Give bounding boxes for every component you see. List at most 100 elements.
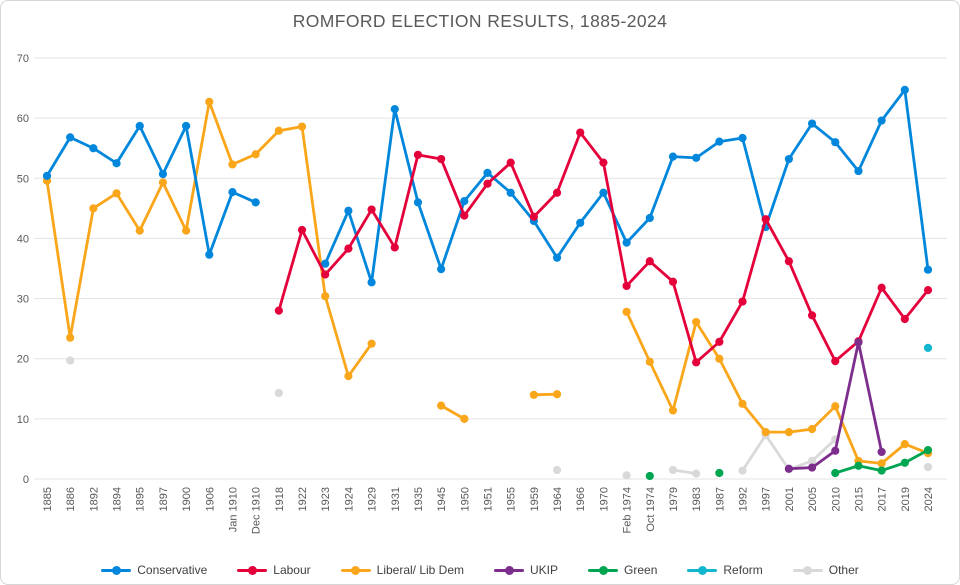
data-point-labour-2005 [807, 311, 817, 320]
data-point-conservative-1945 [437, 265, 446, 274]
x-tick-label-2010: 2010 [830, 487, 842, 511]
data-point-conservative-1955 [506, 188, 515, 197]
x-tick-label-1895: 1895 [135, 487, 147, 511]
series-ukip [784, 338, 886, 473]
y-tick-label-20: 20 [17, 354, 29, 366]
data-point-labour-2017 [877, 283, 886, 292]
data-point-liberal-lib-dem-2001 [784, 427, 793, 437]
x-tick-label-1997: 1997 [761, 487, 773, 511]
x-tick-label-1945: 1945 [436, 487, 448, 511]
legend-label-ukip: UKIP [530, 563, 559, 577]
series-line-liberal-lib-dem [45, 100, 373, 378]
x-tick-label-1922: 1922 [297, 487, 309, 511]
x-tick-label-1970: 1970 [598, 487, 610, 511]
data-point-labour-2001 [784, 257, 793, 266]
x-tick-label-1983: 1983 [691, 487, 703, 511]
legend-marker-conservative-icon [101, 565, 132, 575]
legend-marker-labour-icon [237, 565, 268, 575]
data-point-conservative-1951 [483, 168, 492, 177]
legend-label-other: Other [828, 563, 859, 577]
data-point-conservative-2017 [877, 116, 886, 125]
data-point-labour-1970 [599, 158, 608, 167]
data-point-ukip-2001 [784, 464, 793, 473]
legend-marker-green-icon [588, 565, 619, 575]
y-tick-label-0: 0 [23, 474, 29, 486]
data-point-conservative-1979 [668, 152, 678, 161]
legend-label-labour: Labour [273, 563, 311, 577]
series-line-liberal-lib-dem [625, 310, 930, 465]
data-point-conservative-2024 [923, 265, 933, 274]
data-point-labour-2024 [923, 286, 933, 295]
data-point-conservative-feb-1974 [622, 238, 631, 247]
y-tick-label-50: 50 [17, 173, 29, 185]
y-axis-tick-labels: 0 10 20 30 40 50 60 70 [17, 53, 29, 486]
data-point-other-1979 [668, 465, 678, 475]
legend-label-green: Green [624, 563, 658, 577]
x-tick-label-dec-1910: Dec 1910 [251, 487, 263, 534]
x-tick-label-2017: 2017 [877, 487, 889, 511]
chart-title: ROMFORD ELECTION RESULTS, 1885-2024 [292, 11, 668, 31]
data-point-liberal-lib-dem-1894 [112, 189, 121, 198]
x-tick-label-2001: 2001 [784, 487, 796, 511]
x-tick-label-1906: 1906 [204, 487, 216, 511]
data-point-labour-oct-1974 [645, 257, 654, 266]
y-tick-label-10: 10 [17, 414, 29, 426]
data-point-liberal-lib-dem-jan-1910 [228, 160, 237, 169]
x-tick-label-1886: 1886 [65, 487, 77, 511]
data-point-labour-1955 [506, 158, 515, 167]
x-tick-label-1959: 1959 [529, 487, 541, 511]
legend-label-conservative: Conservative [137, 563, 208, 577]
data-point-liberal-lib-dem-1992 [738, 399, 747, 408]
data-point-labour-2019 [900, 314, 909, 324]
data-point-other-1983 [692, 469, 701, 478]
data-point-conservative-1885 [42, 171, 52, 180]
data-point-conservative-1931 [390, 105, 399, 114]
legend-marker-liberal-lib-dem-icon [340, 565, 371, 575]
data-point-conservative-jan-1910 [228, 188, 237, 197]
data-point-conservative-1929 [367, 278, 376, 287]
series-line-liberal-lib-dem [439, 404, 466, 421]
x-tick-label-1923: 1923 [320, 487, 332, 511]
data-point-green-2017 [877, 466, 886, 475]
data-point-labour-1959 [529, 212, 538, 221]
data-point-green-1987 [715, 468, 724, 478]
legend-label-reform: Reform [723, 563, 763, 577]
data-point-labour-1983 [692, 358, 701, 367]
x-tick-label-1951: 1951 [483, 487, 495, 511]
data-point-conservative-1992 [738, 133, 747, 143]
data-point-labour-1966 [576, 128, 585, 137]
x-tick-label-1892: 1892 [88, 487, 100, 511]
data-point-conservative-1987 [715, 137, 724, 146]
x-tick-label-1935: 1935 [413, 487, 425, 511]
y-tick-label-70: 70 [17, 53, 29, 65]
data-point-conservative-1900 [182, 121, 191, 131]
data-point-liberal-lib-dem-1918 [274, 126, 283, 135]
data-point-other-1918 [274, 388, 283, 398]
x-tick-label-oct-1974: Oct 1974 [645, 487, 657, 532]
legend-marker-other-icon [792, 565, 823, 575]
legend-item-reform: Reform [687, 563, 763, 577]
x-tick-label-1931: 1931 [390, 487, 402, 511]
data-point-other-2005 [807, 456, 817, 466]
data-point-labour-1992 [738, 297, 747, 306]
data-point-liberal-lib-dem-1959 [529, 390, 538, 399]
data-point-liberal-lib-dem-1892 [89, 204, 98, 213]
data-point-labour-1924 [344, 244, 353, 253]
legend-marker-ukip-icon [494, 565, 525, 575]
data-point-ukip-2015 [854, 338, 863, 347]
data-point-conservative-1923 [321, 259, 330, 268]
data-point-liberal-lib-dem-1900 [182, 226, 191, 235]
legend-marker-reform-icon [687, 565, 718, 575]
data-point-green-2024 [923, 446, 933, 455]
x-tick-label-2019: 2019 [900, 487, 912, 511]
x-tick-label-feb-1974: Feb 1974 [622, 487, 634, 533]
series-labour [274, 128, 933, 367]
data-point-conservative-1924 [344, 206, 353, 215]
series-other [66, 356, 933, 480]
legend-item-other: Other [792, 563, 859, 577]
data-point-liberal-lib-dem-1950 [460, 414, 469, 423]
data-point-other-1992 [738, 466, 747, 475]
data-point-conservative-2005 [807, 119, 817, 128]
data-point-other-1964 [552, 465, 562, 475]
data-point-conservative-1966 [576, 218, 585, 227]
